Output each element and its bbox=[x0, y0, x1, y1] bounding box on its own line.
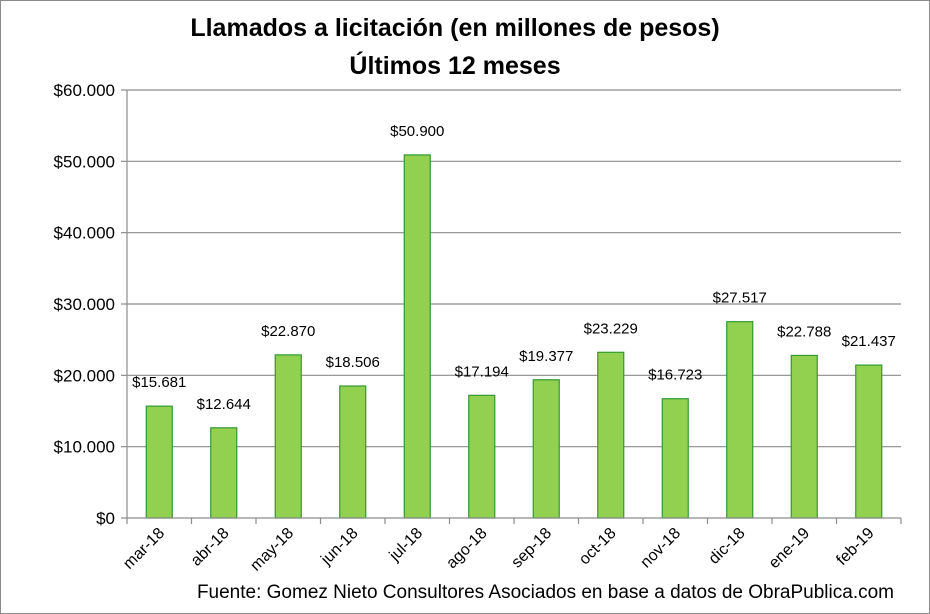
bar bbox=[597, 351, 625, 519]
data-label: $15.681 bbox=[132, 374, 186, 391]
data-label: $21.437 bbox=[842, 333, 896, 350]
bars bbox=[145, 154, 883, 519]
x-tick-label: jun-18 bbox=[317, 525, 361, 569]
bar bbox=[468, 394, 496, 519]
chart-subtitle: Últimos 12 meses bbox=[349, 52, 561, 80]
data-label: $18.506 bbox=[326, 354, 380, 371]
x-tick-label: nov-18 bbox=[637, 525, 684, 572]
x-tick-label: dic-18 bbox=[706, 525, 749, 568]
bar bbox=[403, 154, 431, 519]
bar bbox=[661, 398, 689, 519]
y-tick-label: $50.000 bbox=[54, 152, 115, 171]
data-labels: $15.681 $12.644 $22.870 $18.506 $50.900 $17.1… bbox=[132, 123, 896, 413]
bar bbox=[532, 379, 560, 519]
bar bbox=[855, 364, 883, 519]
data-label: $19.377 bbox=[519, 348, 573, 365]
y-tick-label: $30.000 bbox=[54, 295, 115, 314]
bar bbox=[210, 427, 238, 519]
source-note: Fuente: Gomez Nieto Consultores Asociado… bbox=[196, 582, 894, 603]
axes bbox=[126, 90, 901, 519]
data-label: $22.788 bbox=[777, 323, 831, 340]
y-tick-label: $40.000 bbox=[54, 224, 115, 243]
y-tick-label: $60.000 bbox=[54, 81, 115, 100]
x-tick-label: abr-18 bbox=[188, 525, 233, 570]
x-tick-label: feb-19 bbox=[833, 525, 877, 569]
x-tick-label: mar-18 bbox=[120, 525, 168, 573]
x-tick-label: ago-18 bbox=[443, 525, 490, 572]
x-tick-label: may-18 bbox=[247, 525, 297, 575]
data-label: $16.723 bbox=[648, 367, 702, 384]
chart-title: Llamados a licitación (en millones de pe… bbox=[190, 14, 720, 42]
x-tick-label: ene-19 bbox=[766, 525, 813, 572]
bar bbox=[726, 321, 754, 519]
bar bbox=[274, 354, 302, 519]
y-tick-label: $10.000 bbox=[54, 438, 115, 457]
y-tick-label: $20.000 bbox=[54, 366, 115, 385]
y-tick-label: $0 bbox=[96, 509, 115, 528]
data-label: $22.870 bbox=[261, 323, 315, 340]
x-axis-ticks: mar-18 abr-18 may-18 jun-18 jul-18 ago-18 sep-… bbox=[120, 525, 877, 575]
x-tick-label: sep-18 bbox=[508, 525, 555, 572]
data-label: $23.229 bbox=[584, 320, 638, 337]
data-label: $50.900 bbox=[390, 123, 444, 140]
bar bbox=[790, 354, 818, 519]
data-label: $27.517 bbox=[713, 290, 767, 307]
x-tick-label: jul-18 bbox=[386, 525, 426, 565]
data-label: $17.194 bbox=[455, 363, 509, 380]
gridlines bbox=[121, 89, 902, 524]
data-label: $12.644 bbox=[197, 396, 251, 413]
y-axis-ticks: $0 $10.000 $20.000 $30.000 $40.000 $50.000 $60… bbox=[54, 81, 115, 528]
bar bbox=[145, 405, 173, 519]
x-tick-label: oct-18 bbox=[576, 525, 620, 569]
bar bbox=[339, 385, 367, 519]
